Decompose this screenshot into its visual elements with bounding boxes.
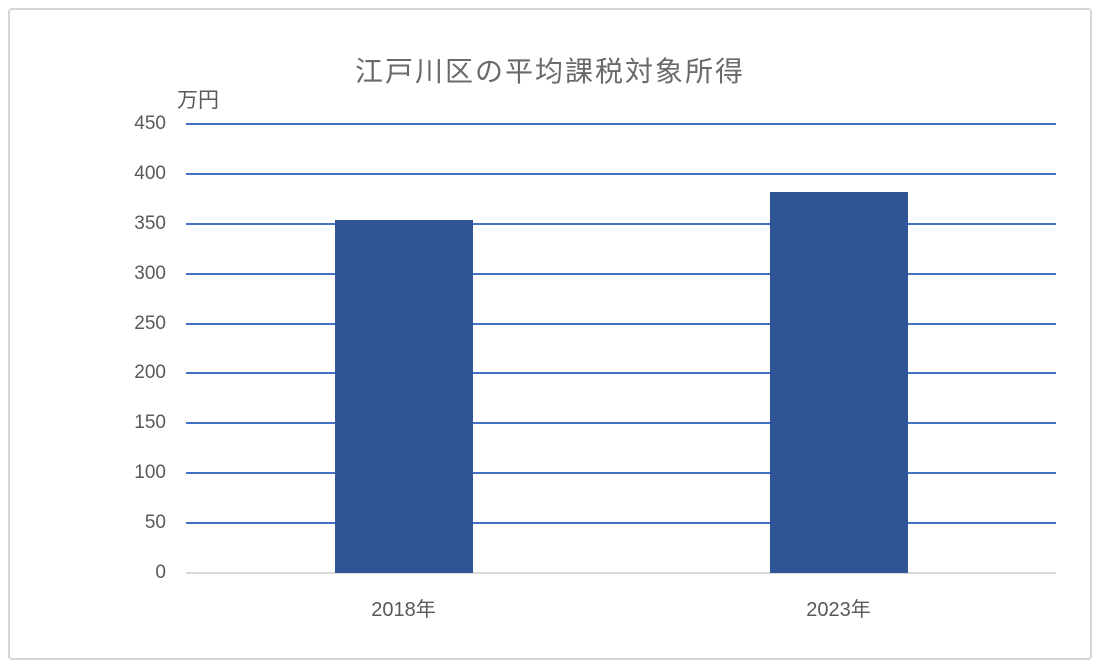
y-tick-label-0: 0 <box>155 562 166 583</box>
x-axis-baseline <box>186 572 1056 574</box>
y-tick-label-350: 350 <box>134 212 166 234</box>
gridline-450 <box>186 123 1056 125</box>
gridline-400 <box>186 172 1056 175</box>
y-tick-label-200: 200 <box>134 362 166 384</box>
y-tick-label-450: 450 <box>134 113 166 134</box>
x-category-label-2023年: 2023年 <box>806 599 871 621</box>
bar-2023年 <box>770 192 908 573</box>
y-tick-label-300: 300 <box>134 262 166 284</box>
y-tick-label-250: 250 <box>134 312 166 334</box>
y-tick-label-150: 150 <box>134 412 166 434</box>
plot-area <box>186 123 1056 574</box>
gridline-100 <box>186 472 1056 475</box>
gridline-150 <box>186 422 1056 425</box>
y-axis-unit-label: 万円 <box>177 89 219 112</box>
gridline-250 <box>186 322 1056 325</box>
gridline-300 <box>186 272 1056 275</box>
y-tick-label-100: 100 <box>134 462 166 484</box>
x-category-label-2018年: 2018年 <box>371 599 436 621</box>
gridline-50 <box>186 522 1056 525</box>
y-tick-label-400: 400 <box>134 162 166 184</box>
gridline-350 <box>186 222 1056 225</box>
y-tick-label-50: 50 <box>144 512 166 534</box>
chart-frame <box>8 8 1092 660</box>
bar-2018年 <box>335 220 473 573</box>
chart-title: 江戸川区の平均課税対象所得 <box>354 56 745 87</box>
gridline-200 <box>186 372 1056 375</box>
